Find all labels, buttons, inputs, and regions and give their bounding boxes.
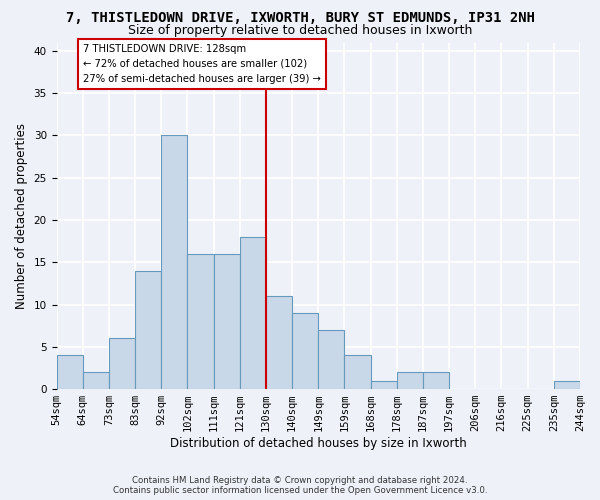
Bar	[318, 330, 344, 389]
Bar	[240, 237, 266, 389]
Bar	[187, 254, 214, 389]
Text: Size of property relative to detached houses in Ixworth: Size of property relative to detached ho…	[128, 24, 472, 37]
Bar	[161, 136, 187, 389]
Bar	[554, 380, 580, 389]
X-axis label: Distribution of detached houses by size in Ixworth: Distribution of detached houses by size …	[170, 437, 467, 450]
Bar	[109, 338, 135, 389]
Bar	[423, 372, 449, 389]
Bar	[135, 270, 161, 389]
Bar	[371, 380, 397, 389]
Bar	[56, 356, 83, 389]
Text: 7, THISTLEDOWN DRIVE, IXWORTH, BURY ST EDMUNDS, IP31 2NH: 7, THISTLEDOWN DRIVE, IXWORTH, BURY ST E…	[65, 11, 535, 25]
Bar	[292, 313, 318, 389]
Y-axis label: Number of detached properties: Number of detached properties	[15, 123, 28, 309]
Bar	[266, 296, 292, 389]
Bar	[344, 356, 371, 389]
Bar	[397, 372, 423, 389]
Text: Contains HM Land Registry data © Crown copyright and database right 2024.
Contai: Contains HM Land Registry data © Crown c…	[113, 476, 487, 495]
Bar	[83, 372, 109, 389]
Bar	[214, 254, 240, 389]
Text: 7 THISTLEDOWN DRIVE: 128sqm
← 72% of detached houses are smaller (102)
27% of se: 7 THISTLEDOWN DRIVE: 128sqm ← 72% of det…	[83, 44, 320, 84]
